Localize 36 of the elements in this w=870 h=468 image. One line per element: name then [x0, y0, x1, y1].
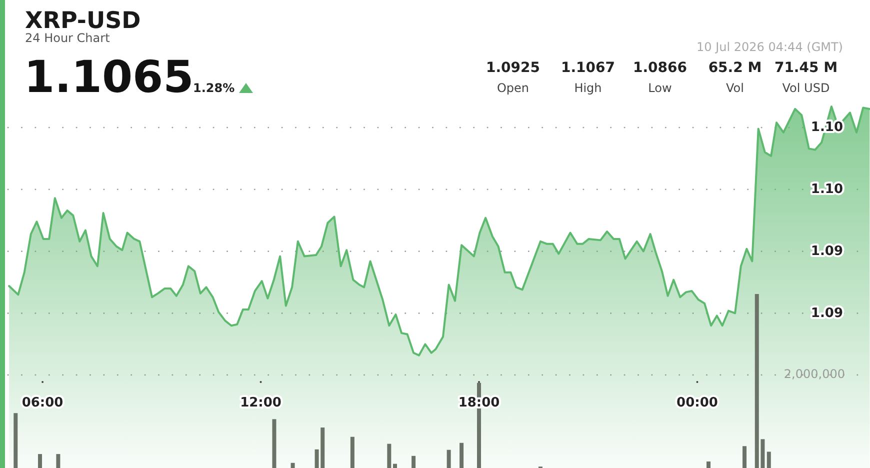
- bar: [272, 419, 276, 468]
- bar: [290, 462, 295, 468]
- annotation: 65.2 M: [708, 60, 762, 76]
- bar: [412, 456, 416, 468]
- bar: [14, 413, 18, 468]
- y-tick-label: 1.10: [810, 182, 843, 197]
- annotation: 1.1067: [560, 60, 616, 76]
- text: 24 Hour Chart: [25, 31, 110, 45]
- y2-tick-label: 2,000,000: [784, 367, 845, 382]
- x-tick-label: 06:00: [22, 396, 64, 411]
- annotation: 1.0925: [486, 60, 540, 76]
- y-tick-label: 1.09: [810, 306, 843, 321]
- bar: [460, 442, 464, 468]
- annotation: 1.0866: [632, 60, 688, 76]
- bar: [742, 446, 747, 468]
- bar: [392, 464, 397, 468]
- annotation: Low: [648, 81, 672, 95]
- annotation: Vol: [726, 81, 744, 95]
- annotation: 10 Jul 2026 04:44 (GMT): [696, 40, 843, 54]
- annotation: High: [574, 81, 602, 95]
- x-tick-label: 12:00: [240, 396, 282, 411]
- annotation: Open: [496, 81, 530, 95]
- annotation: 1.28%: [193, 81, 235, 95]
- bar: [766, 452, 771, 468]
- bar: [387, 444, 392, 468]
- annotation: Vol USD: [782, 81, 830, 95]
- bar: [56, 454, 60, 468]
- bar: [446, 450, 451, 468]
- chart-title: XRP-USD: [25, 8, 141, 34]
- y-tick-label: 1.09: [810, 244, 843, 259]
- annotation: 1.1065: [24, 52, 194, 103]
- bar: [350, 436, 354, 468]
- x-tick-label: 00:00: [676, 396, 718, 411]
- annotation: 71.45 M: [774, 60, 838, 76]
- bar: [38, 454, 42, 468]
- bar: [706, 461, 711, 468]
